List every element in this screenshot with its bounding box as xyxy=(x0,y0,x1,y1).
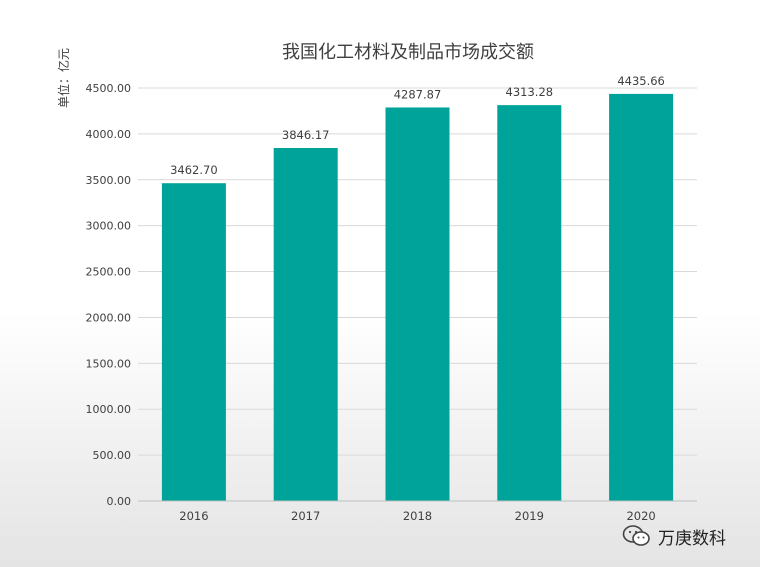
y-axis-ticks: 0.00 500.00 1000.00 1500.00 2000.00 2500.00 30… xyxy=(86,82,132,508)
y-tick-label: 500.00 xyxy=(93,449,132,462)
data-label: 4313.28 xyxy=(506,85,554,99)
y-tick-label: 4500.00 xyxy=(86,82,132,95)
data-label: 4287.87 xyxy=(394,87,442,101)
y-tick-label: 4000.00 xyxy=(86,128,132,141)
watermark: 万庚数科 xyxy=(622,523,726,549)
x-tick-label: 2019 xyxy=(515,509,544,523)
data-label: 3846.17 xyxy=(282,128,330,142)
y-tick-label: 1000.00 xyxy=(86,403,132,416)
x-tick-label: 2016 xyxy=(179,509,208,523)
y-tick-label: 1500.00 xyxy=(86,357,132,370)
data-labels: 3462.70 3846.17 4287.87 4313.28 4435.66 xyxy=(170,74,665,177)
watermark-text: 万庚数科 xyxy=(658,528,726,549)
bar xyxy=(273,148,338,501)
data-label: 3462.70 xyxy=(170,163,218,177)
chart-title: 我国化工材料及制品市场成交额 xyxy=(282,42,534,63)
data-label: 4435.66 xyxy=(617,74,665,88)
y-tick-label: 2000.00 xyxy=(86,311,132,324)
y-tick-label: 3500.00 xyxy=(86,174,132,187)
bar xyxy=(497,105,562,501)
bar xyxy=(385,107,450,502)
y-tick-label: 2500.00 xyxy=(86,266,132,279)
x-tick-label: 2018 xyxy=(403,509,432,523)
y-tick-label: 3000.00 xyxy=(86,220,132,233)
x-tick-label: 2017 xyxy=(291,509,320,523)
wechat-icon xyxy=(622,524,652,548)
y-axis-label: 单位：亿元 xyxy=(56,48,71,108)
x-tick-label: 2020 xyxy=(626,509,655,523)
x-axis-ticks: 2016 2017 2018 2019 2020 xyxy=(179,509,655,523)
bar xyxy=(161,183,226,501)
bars xyxy=(161,93,674,502)
bar xyxy=(609,93,674,502)
y-tick-label: 0.00 xyxy=(107,495,132,508)
